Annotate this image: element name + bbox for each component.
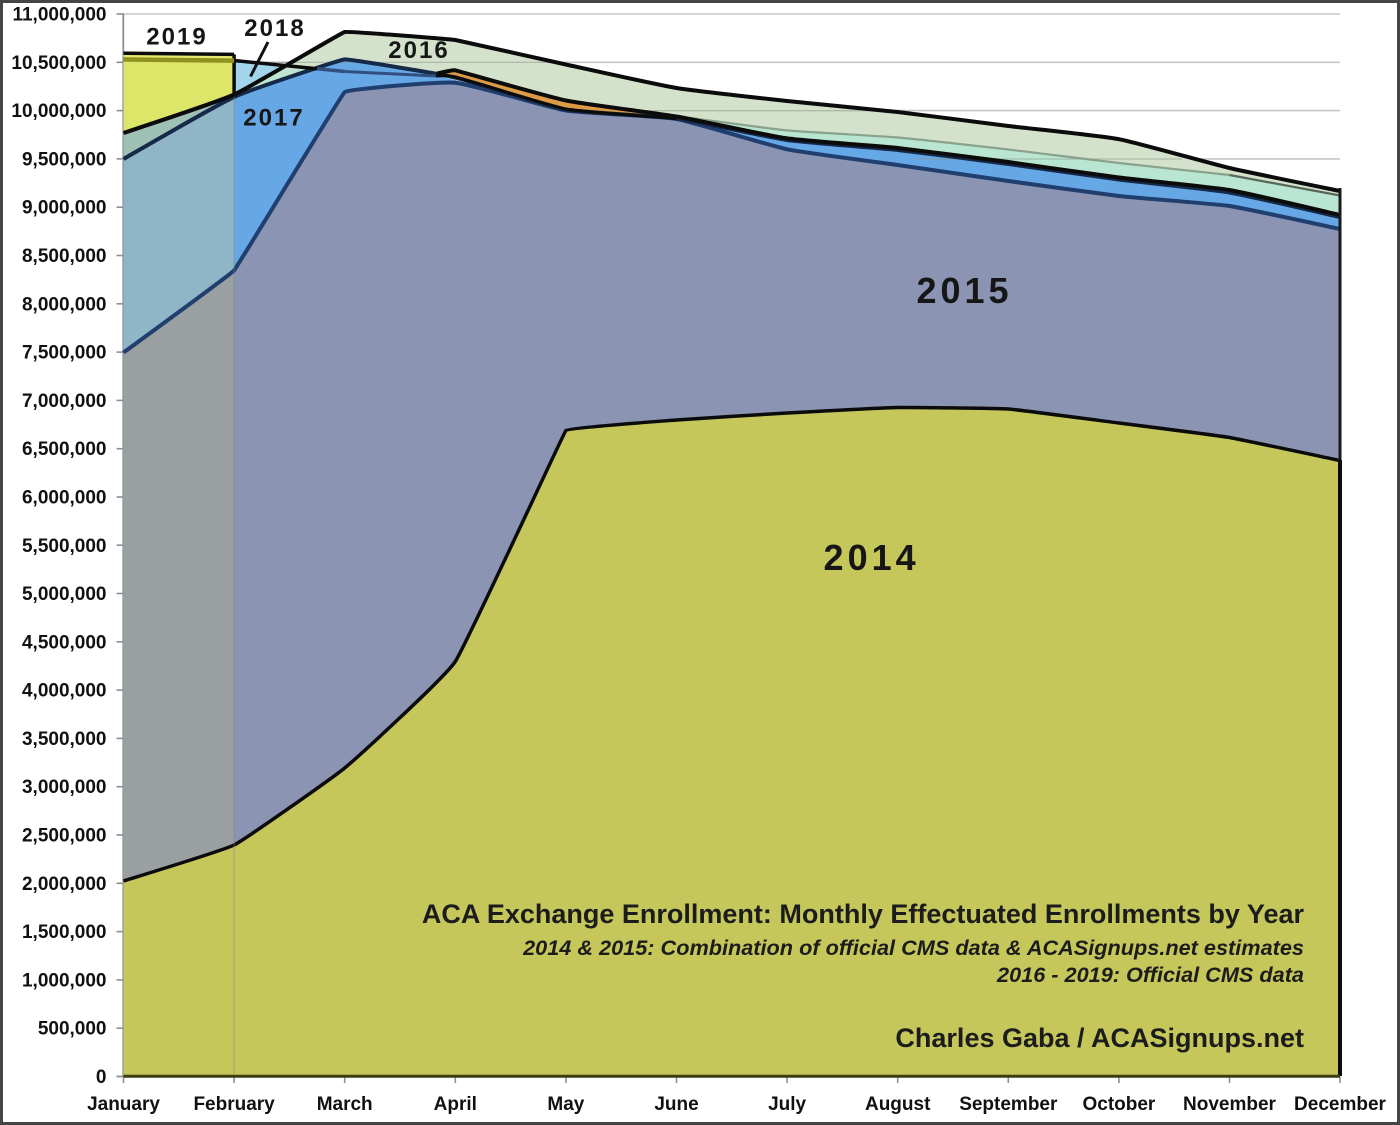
svg-text:8,500,000: 8,500,000 xyxy=(22,246,107,267)
svg-text:2019: 2019 xyxy=(146,24,207,51)
svg-text:2018: 2018 xyxy=(244,15,305,42)
svg-text:11,000,000: 11,000,000 xyxy=(12,5,106,26)
svg-text:2014: 2014 xyxy=(824,537,920,578)
svg-text:3,500,000: 3,500,000 xyxy=(22,729,107,750)
svg-text:April: April xyxy=(434,1094,477,1115)
svg-text:10,000,000: 10,000,000 xyxy=(11,101,106,122)
svg-text:7,000,000: 7,000,000 xyxy=(22,391,107,412)
svg-text:2016: 2016 xyxy=(388,37,449,64)
svg-text:0: 0 xyxy=(96,1067,107,1088)
svg-text:September: September xyxy=(959,1094,1058,1115)
svg-text:2015: 2015 xyxy=(916,270,1012,311)
svg-text:November: November xyxy=(1183,1094,1277,1115)
svg-text:2016 - 2019: Official CMS data: 2016 - 2019: Official CMS data xyxy=(996,962,1304,987)
svg-text:4,000,000: 4,000,000 xyxy=(22,681,107,702)
svg-text:2,500,000: 2,500,000 xyxy=(22,826,107,847)
svg-text:August: August xyxy=(865,1094,931,1115)
svg-text:6,000,000: 6,000,000 xyxy=(22,488,107,509)
svg-text:7,500,000: 7,500,000 xyxy=(22,343,107,364)
svg-text:March: March xyxy=(317,1094,373,1115)
svg-text:4,500,000: 4,500,000 xyxy=(22,632,107,653)
svg-text:ACA Exchange Enrollment: Month: ACA Exchange Enrollment: Monthly Effectu… xyxy=(422,899,1305,929)
svg-text:June: June xyxy=(654,1094,698,1115)
svg-text:8,000,000: 8,000,000 xyxy=(22,294,107,315)
svg-text:October: October xyxy=(1082,1094,1155,1115)
svg-text:10,500,000: 10,500,000 xyxy=(11,53,106,74)
svg-text:December: December xyxy=(1294,1094,1386,1115)
svg-text:6,500,000: 6,500,000 xyxy=(22,439,107,460)
svg-text:1,500,000: 1,500,000 xyxy=(22,922,107,943)
svg-text:1,000,000: 1,000,000 xyxy=(22,970,107,991)
svg-text:9,500,000: 9,500,000 xyxy=(22,149,107,170)
svg-text:5,500,000: 5,500,000 xyxy=(22,536,107,557)
svg-text:2017: 2017 xyxy=(243,105,304,132)
svg-text:May: May xyxy=(547,1094,584,1115)
svg-text:9,000,000: 9,000,000 xyxy=(22,198,107,219)
svg-text:5,000,000: 5,000,000 xyxy=(22,584,107,605)
svg-text:2014 & 2015: Combination of of: 2014 & 2015: Combination of official CMS… xyxy=(522,935,1304,960)
svg-text:February: February xyxy=(193,1094,275,1115)
svg-text:3,000,000: 3,000,000 xyxy=(22,777,107,798)
svg-text:2,000,000: 2,000,000 xyxy=(22,874,107,895)
svg-text:January: January xyxy=(87,1094,160,1115)
svg-text:Charles Gaba / ACASignups.net: Charles Gaba / ACASignups.net xyxy=(895,1023,1304,1053)
svg-text:July: July xyxy=(768,1094,806,1115)
svg-text:500,000: 500,000 xyxy=(38,1019,107,1040)
